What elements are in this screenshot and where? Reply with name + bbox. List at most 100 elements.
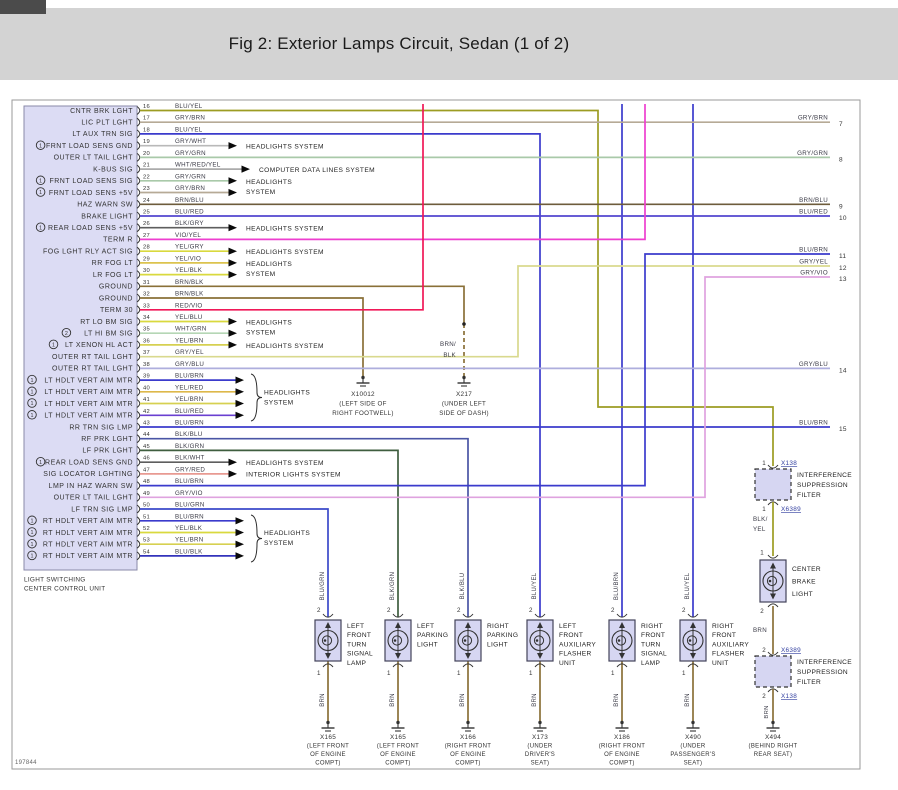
system-labels: HEADLIGHTS SYSTEM COMPUTER DATA LINES SYS… [246,144,375,563]
system-label: HEADLIGHTS [264,530,310,537]
footnote-circle-icon [27,374,37,385]
wire-color-code: GRY/VIO [175,490,203,497]
ground-connector-label: OF ENGINE [450,752,486,758]
component-label: LEFT [417,623,434,630]
pin-signal-name: LT XENON HL ACT [65,342,133,349]
pin-connector-icon [136,551,141,561]
component-label: LIGHT [417,641,438,648]
wire-color-code: BRN [532,693,538,707]
pin-37: 37 GRY/YEL OUTER RT TAIL LGHT [52,265,830,362]
pin-number: 41 [143,397,150,403]
lamp-icon [393,639,397,642]
connector-link-x6389[interactable]: X6389 [781,506,801,513]
pin-37-wire [140,265,830,358]
pin-29: 29 YEL/VIO RR FOG LT [92,255,237,268]
system-arrow-icon [228,247,237,255]
pin-connector-icon [136,504,141,514]
lamp-column-1: BLK/GRN 2 LEFT PARKING LIGHT 1 BRN X165 (LEFT FR… [377,572,448,767]
connector-arc-icon [322,613,334,618]
pin-connector-icon [136,117,141,127]
mid-ground-0: X10012 (LEFT SIDE OF RIGHT FOOTWELL) [332,375,393,417]
ground-connector-label: X165 [390,734,406,741]
connector-arc-icon [462,613,474,618]
lamp-icon [619,653,625,659]
wire-color-code: WHT/RED/YEL [175,162,221,169]
pin-number: 22 [143,174,150,180]
wire-color-code: BLK/BLU [175,431,203,438]
system-arrow-icon [228,142,237,150]
wire-color-code: GRY/WHT [175,138,206,145]
lamp-icon [461,635,473,646]
pin-number: 2 [762,693,766,700]
component-label: FILTER [797,492,821,499]
pin-number: 37 [143,350,150,356]
connector-arc-icon [616,663,628,668]
system-label: SYSTEM [246,330,276,337]
ground-connector-label: X10012 [351,391,375,398]
component-label: FRONT [641,632,665,639]
pin-26: 26 BLK/GRY REAR LOAD SENS +5V 1 [35,220,237,233]
lamp-icon [770,593,776,600]
pin-number: 16 [143,104,150,110]
pin-connector-icon [136,223,141,233]
exit-number: 15 [839,426,847,433]
pin-number: 46 [143,456,150,462]
ground-connector-label: (RIGHT FRONT [599,744,646,750]
wire-color-code: BLU/RED [175,209,204,216]
pin-connector-icon [136,211,141,221]
pin-44: 44 BLK/BLU RF PRK LGHT [81,431,469,617]
lamp-icon [537,653,543,659]
wire-color-code: GRY/GRN [175,150,206,157]
wire-color-code: BRN [614,693,620,707]
pin-number: 54 [143,549,151,555]
lamp-icon [465,653,471,659]
footnote-number: 1 [31,530,34,536]
pin-signal-name: FRNT LOAD SENS +5V [49,190,133,197]
pin-signal-name: HAZ WARN SW [77,202,133,209]
exit-number: 10 [839,215,847,222]
pin-number: 1 [611,670,615,677]
pin-connector-icon [136,410,141,420]
pin-number: 29 [143,256,150,262]
wire-color-code: GRY/YEL [175,349,204,356]
component-label: FRONT [559,632,583,639]
pin-signal-name: RR TRN SIG LMP [69,424,133,431]
ground-connector-label: (UNDER [680,744,705,750]
component-label: SUPPRESSION [797,669,848,676]
pin-connector-icon [136,317,141,326]
lamp-icon [317,629,339,652]
component-label: CENTER [792,566,821,573]
component-label: SIGNAL [347,651,373,658]
ground-connector-label: X173 [532,734,548,741]
footnote-circle-icon [27,410,37,420]
pin-number: 19 [143,139,150,145]
wire-color-code: BRN/BLU [175,197,204,204]
pin-number: 34 [143,315,151,321]
ground-connector-label: OF ENGINE [604,752,640,758]
pin-signal-name: BRAKE LIGHT [81,213,133,220]
wire-color-code: BRN [685,693,691,707]
pin-48: 48 BLU/BRN LMP IN HAZ WARN SW [49,253,830,491]
pin-number: 1 [317,670,321,677]
pin-signal-name: OUTER RT TAIL LGHT [52,354,133,361]
wire-color-code: BLU/GRN [175,502,205,509]
wire-color-code: YEL/GRY [175,244,204,251]
pin-signal-name: RT HDLT VERT AIM MTR [43,518,133,525]
connector-link-x138[interactable]: X138 [781,460,797,467]
pin-25: 25 BLU/RED BRAKE LIGHT [81,209,830,221]
pin-27: 27 VIO/YEL TERM R [103,104,646,244]
connector-link-x138[interactable]: X138 [781,693,797,700]
title-bar: Fig 2: Exterior Lamps Circuit, Sedan (1 … [0,8,898,80]
pin-45: 45 BLK/GRN LF PRK LGHT [82,443,399,617]
ground-connector-label: PASSENGER'S [670,752,715,758]
pin-number: 51 [143,514,150,520]
connector-link-x6389[interactable]: X6389 [781,647,801,654]
lamp-icon [770,562,776,569]
pin-number: 47 [143,467,150,473]
pin-27-wire [140,104,646,241]
system-arrow-icon [235,517,244,525]
system-arrow-icon [228,177,237,185]
lamp-column-4: BLU/BRN 2 RIGHT FRONT TURN SIGNAL LAMP 1 BRN X186… [599,572,667,767]
pin-connector-icon [136,188,141,197]
splice-dot-icon [462,322,466,326]
